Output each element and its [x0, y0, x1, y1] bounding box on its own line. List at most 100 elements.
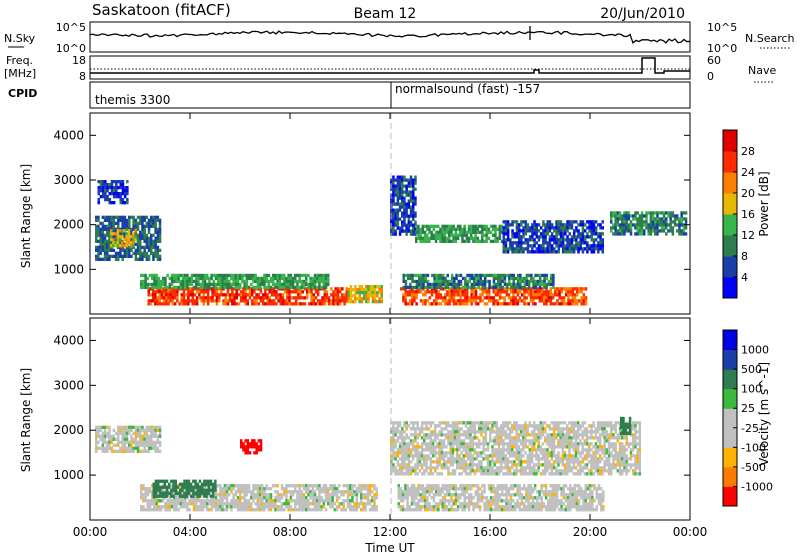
- velocity-region-4: [401, 430, 404, 434]
- power-region-7: [409, 181, 413, 185]
- power-region-0: [314, 302, 318, 306]
- power-region-5: [150, 245, 153, 249]
- power-region-3: [170, 276, 174, 281]
- power-region-10: [673, 214, 677, 218]
- velocity-region-2: [121, 446, 124, 450]
- power-region-2: [549, 302, 553, 306]
- power-region-5: [106, 230, 109, 234]
- velocity-region-0: [269, 493, 273, 497]
- velocity-region-1: [593, 499, 596, 503]
- power-colorbar-tick-label: 20: [741, 187, 755, 200]
- power-region-5: [117, 218, 120, 222]
- power-region-9: [502, 247, 505, 251]
- power-region-2: [558, 290, 561, 294]
- velocity-region-1: [472, 484, 475, 488]
- velocity-region-0: [153, 508, 156, 512]
- power-region-0: [248, 296, 252, 300]
- velocity-region-0: [340, 502, 343, 506]
- power-region-5: [145, 245, 149, 249]
- power-region-8: [485, 233, 488, 237]
- power-region-10: [673, 217, 677, 221]
- velocity-region-1: [399, 493, 403, 497]
- power-region-2: [400, 287, 403, 291]
- velocity-region-1: [553, 499, 557, 503]
- velocity-region-0: [175, 502, 178, 506]
- power-region-6: [134, 238, 137, 242]
- power-region-7: [414, 199, 417, 203]
- power-region-2: [547, 293, 550, 297]
- power-region-4: [541, 279, 544, 284]
- power-region-7: [412, 217, 415, 221]
- velocity-region-1: [406, 508, 409, 512]
- velocity-region-1: [412, 502, 416, 506]
- power-region-7: [405, 184, 408, 188]
- power-region-4: [494, 276, 498, 281]
- power-region-2: [567, 299, 570, 303]
- power-region-2: [424, 293, 427, 297]
- velocity-region-1: [566, 496, 570, 500]
- velocity-region-1: [459, 505, 462, 509]
- power-region-6: [114, 232, 117, 236]
- power-region-7: [392, 214, 395, 218]
- power-region-5: [112, 224, 116, 228]
- power-region-10: [678, 217, 681, 221]
- power-region-10: [647, 229, 650, 233]
- velocity-region-3: [181, 485, 184, 489]
- power-region-9: [522, 220, 525, 224]
- power-region-9: [553, 250, 556, 254]
- power-region-7: [409, 232, 413, 236]
- velocity-region-2: [101, 425, 105, 429]
- date-title: 20/Jun/2010: [600, 6, 685, 22]
- velocity-region-2: [147, 428, 151, 432]
- power-region-5: [103, 251, 107, 255]
- velocity-region-0: [355, 502, 359, 506]
- power-region-4: [488, 282, 491, 287]
- power-region-5: [108, 215, 111, 219]
- velocity-region-1: [474, 493, 477, 497]
- power-region-1: [376, 291, 379, 295]
- power-region-4: [525, 279, 529, 284]
- power-region-8: [494, 230, 497, 234]
- power-region-5: [147, 254, 151, 258]
- power-region-5: [125, 224, 129, 228]
- power-region-1: [347, 291, 350, 295]
- power-region-10: [616, 217, 620, 221]
- power-region-5: [136, 257, 140, 261]
- velocity-region-1: [443, 493, 447, 497]
- power-region-11: [99, 186, 103, 190]
- power-region-0: [255, 302, 258, 306]
- power-region-0: [330, 287, 333, 291]
- velocity-region-0: [307, 508, 310, 512]
- power-region-11: [97, 201, 100, 205]
- velocity-region-0: [267, 487, 271, 491]
- power-region-8: [463, 227, 466, 231]
- power-region-7: [392, 229, 395, 233]
- velocity-region-0: [338, 502, 341, 506]
- power-region-0: [290, 302, 293, 306]
- velocity-region-0: [335, 487, 339, 491]
- power-region-10: [643, 223, 646, 227]
- power-region-1: [373, 288, 377, 292]
- power-region-9: [590, 244, 593, 248]
- velocity-region-2: [125, 446, 129, 450]
- power-region-5: [112, 227, 116, 231]
- power-region-3: [162, 276, 165, 281]
- velocity-region-2: [123, 425, 127, 429]
- power-region-2: [576, 299, 579, 303]
- velocity-region-4: [394, 457, 397, 461]
- power-region-1: [349, 300, 353, 304]
- power-region-9: [586, 232, 589, 236]
- velocity-region-4: [392, 421, 395, 425]
- power-region-11: [123, 186, 127, 190]
- velocity-region-1: [421, 484, 425, 488]
- power-region-9: [572, 238, 576, 242]
- velocity-region-1: [511, 484, 515, 488]
- power-region-4: [549, 279, 553, 284]
- velocity-region-2: [143, 443, 146, 447]
- power-region-8: [415, 236, 418, 240]
- power-region-9: [559, 235, 563, 239]
- power-colorbar-segment: [723, 277, 737, 299]
- velocity-region-0: [228, 487, 231, 491]
- power-region-2: [437, 290, 440, 294]
- power-region-3: [256, 279, 260, 284]
